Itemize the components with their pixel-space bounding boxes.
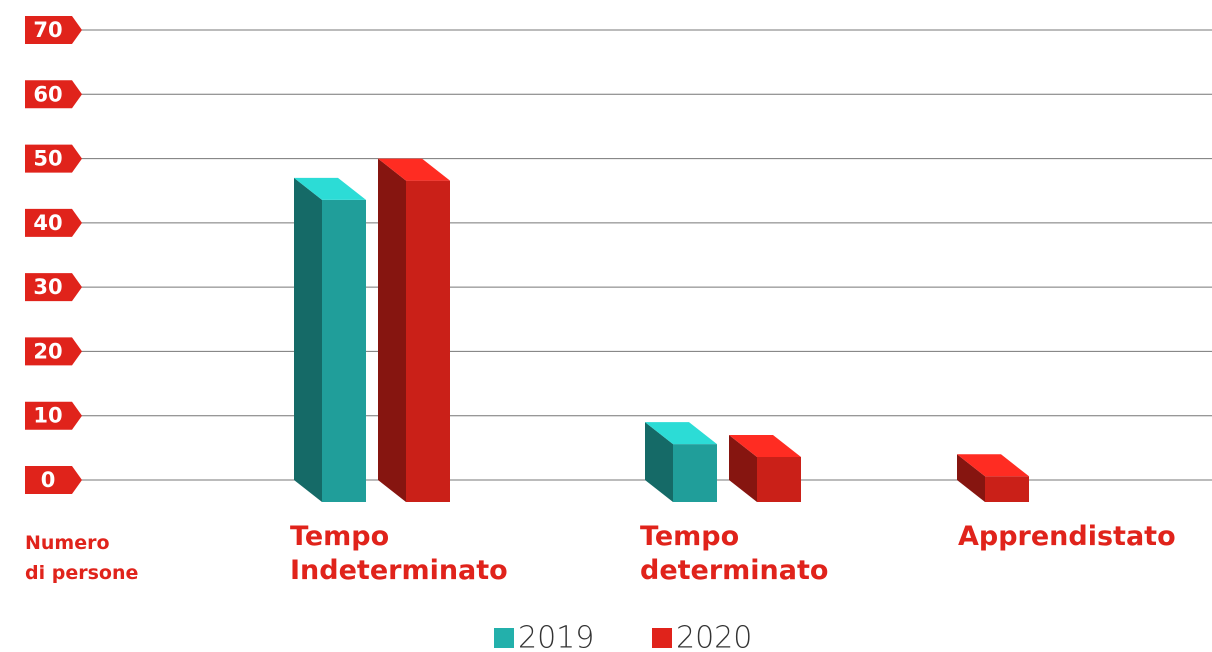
bar xyxy=(294,177,366,502)
y-tick-label: 60 xyxy=(33,82,62,106)
bar-side xyxy=(294,177,322,502)
y-tick-tag xyxy=(25,16,82,44)
bar xyxy=(378,158,450,503)
y-tick-tag xyxy=(25,337,82,366)
y-tick-tag xyxy=(25,466,82,494)
y-tick-tag xyxy=(25,144,82,173)
bar-top xyxy=(645,422,717,445)
bar-side xyxy=(645,422,673,502)
y-tick-label: 0 xyxy=(41,468,56,492)
y-tick-label: 40 xyxy=(33,211,62,235)
y-axis-label: Numero di persone xyxy=(25,532,139,584)
bar xyxy=(729,435,801,502)
y-tick-tag xyxy=(25,401,82,430)
y-tick-label: 10 xyxy=(33,404,62,428)
bar-top xyxy=(294,177,366,200)
bar-top xyxy=(378,158,450,181)
bar-top xyxy=(957,454,1029,477)
y-tick-tag xyxy=(25,80,82,109)
y-tick-label: 20 xyxy=(33,339,62,363)
bar xyxy=(957,454,1029,502)
bar-side xyxy=(378,158,406,503)
bar-front xyxy=(322,199,366,502)
bar-top xyxy=(729,435,801,457)
y-tick-tag xyxy=(25,208,82,237)
legend-swatch xyxy=(652,628,672,648)
y-tick-label: 30 xyxy=(33,275,62,299)
x-tick-label: Tempo determinato xyxy=(640,521,829,586)
y-tick-tag xyxy=(25,273,82,302)
x-tick-label: Apprendistato xyxy=(958,521,1176,552)
legend-label: 2020 xyxy=(676,621,752,652)
bar xyxy=(645,422,717,502)
bar-front xyxy=(757,457,801,502)
bar-side xyxy=(957,454,985,502)
bar-front xyxy=(985,476,1029,502)
legend-label: 2019 xyxy=(518,621,594,652)
bar-side xyxy=(729,435,757,502)
x-tick-label: Tempo Indeterminato xyxy=(290,521,508,586)
y-tick-label: 50 xyxy=(33,147,62,171)
legend-swatch xyxy=(494,628,514,648)
y-tick-label: 70 xyxy=(33,18,62,42)
bar-front xyxy=(406,180,450,503)
bar-front xyxy=(673,444,717,502)
